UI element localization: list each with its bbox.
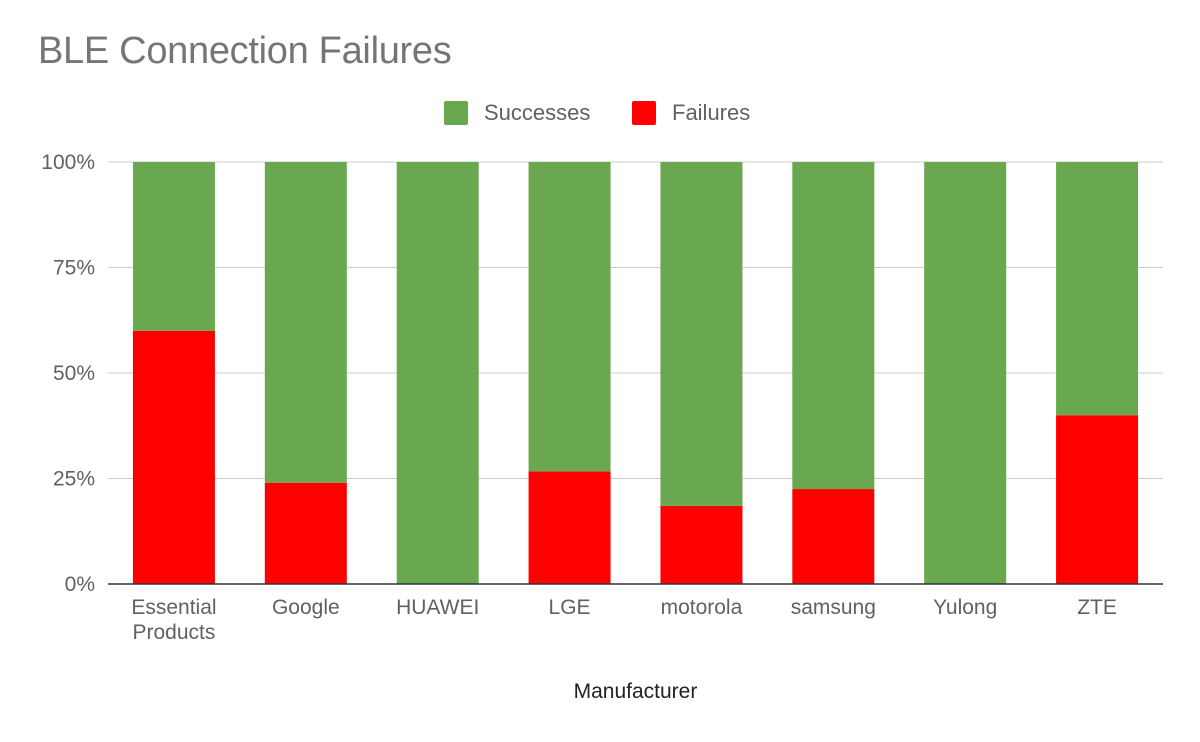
bar-successes [660, 162, 743, 506]
chart-title: BLE Connection Failures [38, 30, 452, 72]
legend-label-failures: Failures [672, 100, 750, 125]
legend-label-successes: Successes [484, 100, 590, 125]
bar-successes [132, 162, 215, 331]
y-tick-label: 50% [53, 362, 95, 385]
legend-swatch-successes [444, 101, 468, 125]
bar-successes [264, 162, 347, 483]
bar-failures [264, 482, 347, 584]
y-tick-label: 0% [65, 573, 95, 596]
x-axis-title: Manufacturer [574, 680, 698, 703]
bar-successes [528, 162, 611, 472]
y-tick-label: 25% [53, 468, 95, 491]
bar-successes [792, 162, 875, 490]
y-tick-label: 100% [41, 151, 95, 174]
x-tick-label: samsung [791, 596, 876, 619]
x-tick-label: HUAWEI [396, 596, 479, 619]
bar-failures [792, 489, 875, 584]
bar-successes [924, 162, 1007, 584]
x-tick-label: LGE [549, 596, 591, 619]
bar-failures [132, 330, 215, 584]
bar-successes [396, 162, 479, 584]
bar-failures [528, 471, 611, 584]
x-tick-label: motorola [661, 596, 743, 619]
legend-swatch-failures [632, 101, 656, 125]
x-tick-label: ZTE [1077, 596, 1117, 619]
x-tick-label: Yulong [933, 596, 997, 619]
x-tick-label: Essential Products [131, 596, 216, 644]
x-tick-label: Google [272, 596, 340, 619]
y-tick-label: 75% [53, 257, 95, 280]
bar-successes [1056, 162, 1139, 416]
bar-failures [660, 505, 743, 584]
bar-failures [1056, 415, 1139, 584]
